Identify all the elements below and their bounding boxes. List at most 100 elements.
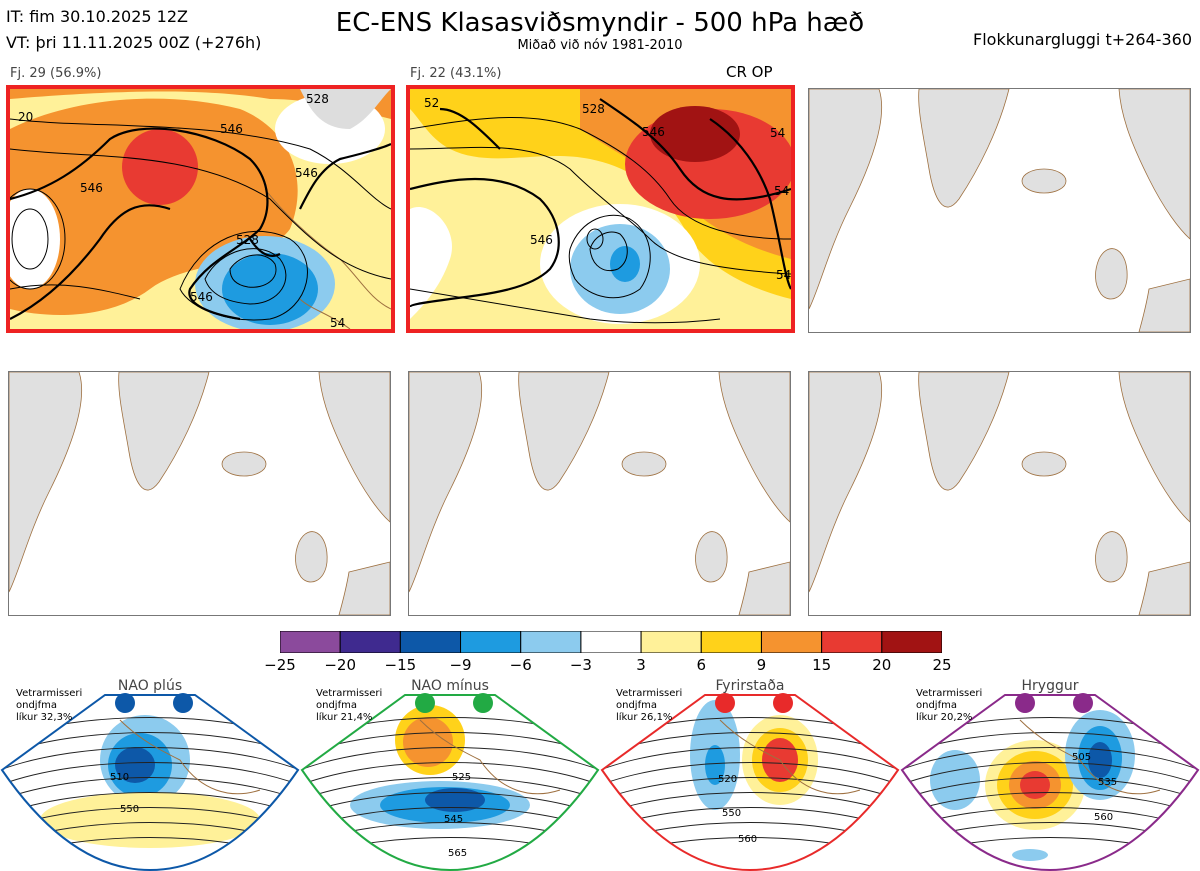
- regime-title: Fyrirstaða: [715, 678, 785, 694]
- contour-label: 546: [80, 181, 103, 195]
- contour-label: 54: [776, 268, 791, 282]
- colorbar-svg: [279, 630, 943, 654]
- height-contour: [2, 792, 298, 816]
- colorbar-tick-label: −25: [264, 656, 296, 674]
- regime-title: Hryggur: [1021, 678, 1079, 694]
- contour-label: 550: [120, 804, 139, 815]
- contour-label: 54: [774, 184, 789, 198]
- contour-label: 54: [770, 126, 785, 140]
- contour-label: 546: [220, 122, 243, 136]
- empty-map-4-svg: [9, 372, 390, 615]
- regime-note-line: Vetrarmisseri: [616, 688, 683, 699]
- regime-note-line: Vetrarmisseri: [16, 688, 83, 699]
- regime-marker: [1015, 693, 1035, 713]
- regime-marker: [173, 693, 193, 713]
- colorbar-swatch: [460, 630, 522, 654]
- height-contour: [902, 777, 1198, 801]
- colorbar-swatch: [881, 630, 943, 654]
- regime-note-line: ondjfma: [16, 700, 57, 711]
- height-contour: [602, 762, 898, 786]
- empty-map-5-svg: [409, 372, 790, 615]
- colorbar-tick-label: −20: [324, 656, 356, 674]
- anomaly-patch: [1012, 849, 1048, 861]
- regime-note-line: líkur 21,4%: [316, 712, 373, 723]
- empty-map-3-svg: [809, 89, 1190, 332]
- regime-note-line: Vetrarmisseri: [316, 688, 383, 699]
- anomaly-patch: [425, 788, 485, 812]
- colorbar-swatch: [339, 630, 401, 654]
- contour-label: 546: [642, 125, 665, 139]
- cluster-map-1: 546 528 546 546 20 528 546 54: [6, 85, 395, 333]
- regime-border: [300, 694, 600, 871]
- anomaly-patch: [115, 747, 155, 783]
- anomaly-patch: [930, 750, 980, 810]
- coastline: [119, 719, 261, 795]
- anomaly-patch: [40, 792, 260, 848]
- contour-label: 20: [18, 110, 33, 124]
- contour-label: 535: [1098, 777, 1117, 788]
- regime-title: NAO plús: [117, 678, 183, 694]
- contour-label: 560: [738, 834, 757, 845]
- anomaly-patch: [1020, 771, 1050, 799]
- colorbar-tick-label: −9: [449, 656, 472, 674]
- window-label: Flokkunargluggi t+264-360: [973, 30, 1192, 49]
- contour-label: 545: [444, 814, 463, 825]
- page-subtitle: Miðað við nóv 1981-2010: [517, 38, 683, 53]
- height-contour: [902, 747, 1198, 771]
- header-info: IT: fim 30.10.2025 12Z VT: þri 11.11.202…: [6, 4, 261, 56]
- cluster-map-4: [8, 371, 391, 616]
- cluster-map-6: [808, 371, 1191, 616]
- colorbar-swatch: [760, 630, 823, 654]
- empty-map-6-svg: [809, 372, 1190, 615]
- colorbar-swatch: [640, 630, 702, 654]
- regime-map-2: 525 545 565: [300, 693, 600, 871]
- contour-label: 550: [722, 808, 741, 819]
- cluster-map-2: 528 546 546 54 52 54 54: [406, 85, 795, 333]
- regime-note: Vetrarmisseri ondjfma líkur 26,1%: [616, 688, 682, 724]
- cluster-map-3: [808, 88, 1191, 333]
- regime-note: Vetrarmisseri ondjfma líkur 21,4%: [316, 688, 382, 724]
- regime-title: NAO mínus: [411, 678, 489, 694]
- colorbar-tick-label: 15: [812, 656, 832, 674]
- colorbar-tick-label: −15: [384, 656, 417, 674]
- cluster-1-label: Fj. 29 (56.9%): [10, 66, 102, 81]
- colorbar-swatch: [821, 630, 883, 654]
- cluster-map-2-svg: 528 546 546 54 52 54 54: [410, 89, 791, 329]
- height-contour: [602, 747, 898, 771]
- anomaly-patch: [1088, 742, 1112, 778]
- regime-note: Vetrarmisseri ondjfma líkur 32,3%: [16, 688, 82, 724]
- colorbar-tick-label: 3: [636, 656, 646, 674]
- height-contour: [602, 792, 898, 816]
- regime-border: [0, 694, 300, 871]
- height-contour: [302, 762, 598, 786]
- coastline: [419, 719, 561, 795]
- colorbar: [279, 630, 943, 654]
- contour-label: 528: [306, 92, 329, 106]
- height-contour: [302, 777, 598, 801]
- contour-label: 54: [330, 316, 345, 329]
- coastline: [719, 719, 861, 795]
- regime-note-line: Vetrarmisseri: [916, 688, 983, 699]
- page-title: EC-ENS Klasasviðsmyndir - 500 hPa hæð: [335, 8, 865, 38]
- contour-label: 52: [424, 96, 439, 110]
- colorbar-swatch: [700, 630, 762, 654]
- height-contour: [2, 762, 298, 786]
- height-contour: [902, 792, 1198, 816]
- regime-marker: [415, 693, 435, 713]
- contour-label: 505: [1072, 752, 1091, 763]
- regime-note: Vetrarmisseri ondjfma líkur 20,2%: [916, 688, 982, 724]
- anomaly-patch: [403, 717, 453, 767]
- height-contour: [302, 747, 598, 771]
- coastline: [1019, 719, 1161, 795]
- regime-border: [600, 694, 900, 871]
- regime-note-line: líkur 32,3%: [16, 712, 73, 723]
- regime-marker: [773, 693, 793, 713]
- colorbar-swatch: [520, 630, 582, 654]
- height-contour: [902, 762, 1198, 786]
- colorbar-tick-label: 6: [696, 656, 707, 674]
- colorbar-swatch: [580, 630, 642, 654]
- contour-label: 560: [1094, 812, 1113, 823]
- colorbar-swatch: [279, 630, 341, 654]
- colorbar-tick-label: 20: [872, 656, 892, 674]
- colorbar-swatch: [399, 630, 462, 654]
